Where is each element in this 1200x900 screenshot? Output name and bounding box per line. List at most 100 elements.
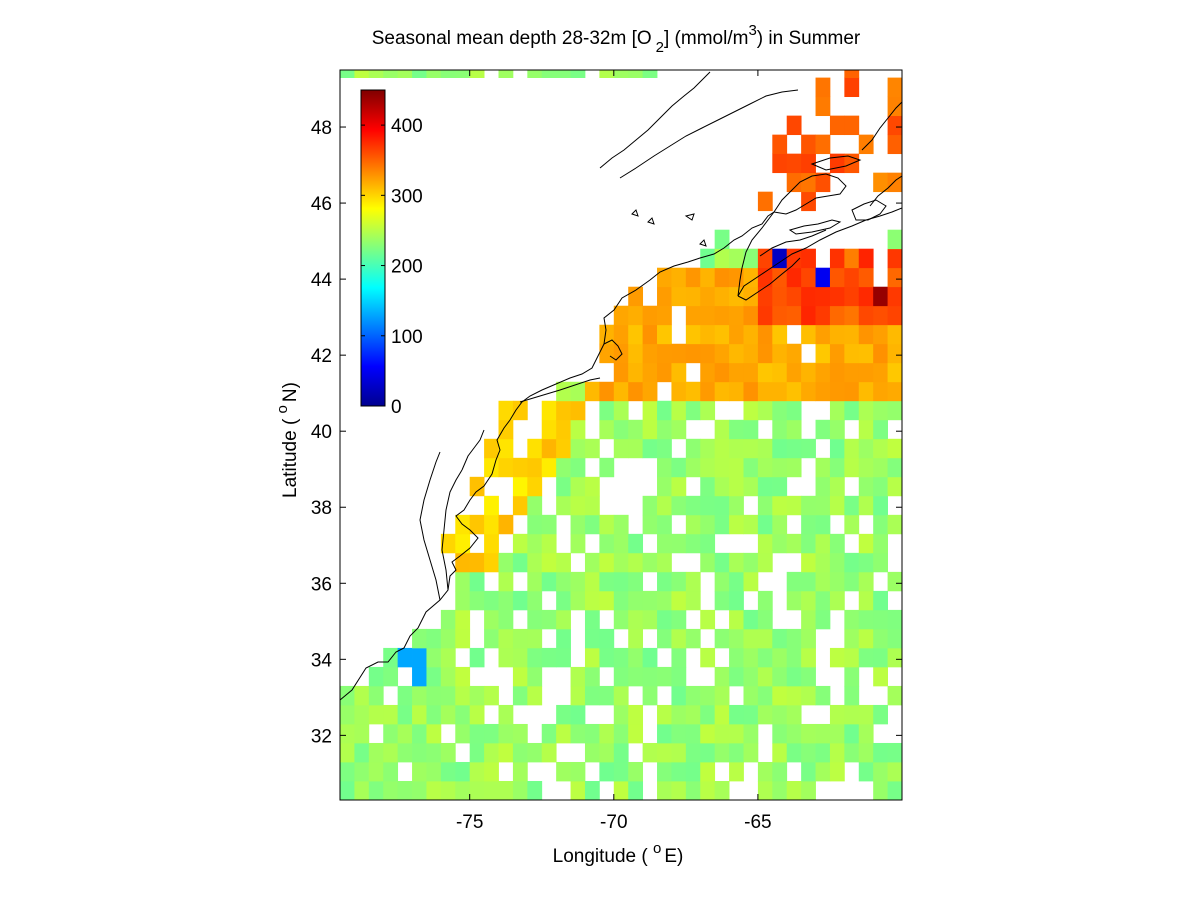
heatmap-cell [757,438,773,459]
heatmap-cell [873,780,888,800]
heatmap-cell [426,761,442,782]
heatmap-cell [671,647,687,668]
heatmap-cell [786,400,802,421]
heatmap-cell [527,552,543,573]
heatmap-cell [469,723,485,744]
heatmap-cell [815,381,831,402]
heatmap-cell [873,172,888,193]
heatmap-cell [714,685,730,706]
heatmap-cell [584,780,600,800]
heatmap-cell [628,533,644,554]
heatmap-cell [829,552,845,573]
heatmap-cell [527,647,543,668]
heatmap-cell [873,381,888,402]
heatmap-cell [887,286,902,307]
heatmap-cell [714,514,730,535]
heatmap-cell [829,495,845,516]
heatmap-cell [887,248,902,269]
heatmap-cell [815,685,831,706]
heatmap-cell [599,628,615,649]
heatmap-cell [642,742,658,763]
heatmap-cell [772,438,788,459]
heatmap-cell [412,723,427,744]
heatmap-cell [628,381,644,402]
colorbar-tick-label: 200 [391,257,423,278]
heatmap-cell [858,571,874,592]
heatmap-cell [743,514,759,535]
heatmap-cell [772,134,788,155]
heatmap-cell [469,590,485,611]
heatmap-cell [815,476,831,497]
heatmap-cell [397,685,413,706]
heatmap-cell [657,419,672,440]
heatmap-cell [772,495,788,516]
heatmap-cell [455,590,471,611]
heatmap-cell [873,362,888,383]
map-area [340,70,902,800]
heatmap-cell [685,305,701,326]
coastline-cape-cod [603,339,623,361]
heatmap-cell [743,704,759,725]
heatmap-cell [599,419,615,440]
heatmap-cell [556,571,571,592]
heatmap-cell [714,552,730,573]
title-suffix: ) in Summer [757,28,861,49]
heatmap-cell [887,362,902,383]
heatmap-cell [340,780,355,800]
heatmap-cell [556,609,571,630]
heatmap-cell [757,400,773,421]
heatmap-cell [584,685,600,706]
heatmap-cell [628,343,644,364]
heatmap-cell [801,761,816,782]
heatmap-cell [685,590,701,611]
heatmap-cell [397,70,413,78]
heatmap-cell [700,286,716,307]
heatmap-cell [844,267,860,288]
heatmap-cell [887,77,902,98]
heatmap-cell [642,70,658,78]
heatmap-cell [786,457,802,478]
heatmap-cell [714,419,730,440]
heatmap-cell [757,685,773,706]
coastline-newfoundland [861,101,902,207]
heatmap-cell [729,419,744,440]
heatmap-cell [743,305,759,326]
heatmap-cell [801,571,816,592]
heatmap-cell [743,400,759,421]
colorbar-tick-label: 300 [391,186,423,207]
heatmap-cell [858,704,874,725]
heatmap-cell [541,400,557,421]
heatmap-cell [498,647,514,668]
heatmap-cell [858,647,874,668]
heatmap-cell [671,723,687,744]
heatmap-cell [613,381,629,402]
heatmap-cell [829,742,845,763]
heatmap-cell [498,70,514,78]
heatmap-cell [772,647,788,668]
title-superscript: 3 [748,22,756,39]
heatmap-cell [757,704,773,725]
heatmap-cell [873,704,888,725]
heatmap-cell [772,362,788,383]
heatmap-cell [671,286,687,307]
heatmap-cell [556,723,571,744]
heatmap-cell [426,666,442,687]
heatmap-cell [642,324,658,345]
heatmap-cell [671,761,687,782]
heatmap-cell [815,571,831,592]
heatmap-cell [426,723,442,744]
heatmap-cell [556,704,571,725]
heatmap-cell [743,571,759,592]
heatmap-cell [829,761,845,782]
heatmap-cell [700,343,716,364]
heatmap-cell [873,533,888,554]
heatmap-cell [484,742,499,763]
heatmap-cell [887,305,902,326]
heatmap-cell [887,172,902,193]
heatmap-cell [801,248,816,269]
ylabel-post: N) [280,382,301,402]
heatmap-cell [426,780,442,800]
heatmap-cell [729,590,744,611]
heatmap-cell [368,666,384,687]
heatmap-cell [887,742,902,763]
